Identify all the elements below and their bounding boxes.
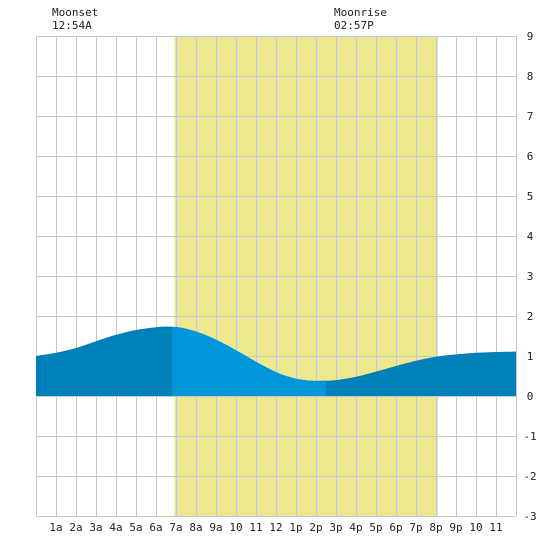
x-tick-label: 10 (469, 521, 482, 534)
moonrise-label: Moonrise (334, 6, 387, 19)
tide-area (36, 326, 516, 396)
y-tick-label: -3 (523, 510, 536, 523)
x-tick-label: 7p (409, 521, 422, 534)
x-tick-label: 11 (489, 521, 502, 534)
x-tick-label: 5a (129, 521, 142, 534)
x-tick-label: 5p (369, 521, 382, 534)
y-tick-label: 2 (527, 310, 534, 323)
x-tick-label: 8p (429, 521, 442, 534)
x-tick-label: 9p (449, 521, 462, 534)
x-tick-label: 6a (149, 521, 162, 534)
x-tick-label: 10 (229, 521, 242, 534)
x-tick-label: 2a (69, 521, 82, 534)
y-tick-label: 0 (527, 390, 534, 403)
y-tick-labels: -3 -2 -1 0 1 2 3 4 5 6 7 8 9 (523, 30, 536, 523)
x-tick-label: 8a (189, 521, 202, 534)
tide-area-highlight (172, 326, 326, 396)
moonrise-time: 02:57P (334, 19, 374, 32)
moonset-time: 12:54A (52, 19, 92, 32)
x-tick-label: 3a (89, 521, 102, 534)
x-tick-label: 7a (169, 521, 182, 534)
y-tick-label: 1 (527, 350, 534, 363)
x-tick-label: 4p (349, 521, 362, 534)
x-tick-label: 1p (289, 521, 302, 534)
y-tick-label: 8 (527, 70, 534, 83)
y-tick-label: 5 (527, 190, 534, 203)
grid-lines (36, 36, 517, 517)
x-tick-label: 2p (309, 521, 322, 534)
x-tick-label: 12 (269, 521, 282, 534)
x-tick-label: 1a (49, 521, 62, 534)
x-tick-label: 6p (389, 521, 402, 534)
y-tick-label: 6 (527, 150, 534, 163)
x-tick-label: 9a (209, 521, 222, 534)
y-tick-label: -1 (523, 430, 536, 443)
x-tick-label: 3p (329, 521, 342, 534)
x-tick-label: 11 (249, 521, 262, 534)
moonset-label: Moonset (52, 6, 98, 19)
y-tick-label: 4 (527, 230, 534, 243)
y-tick-label: 3 (527, 270, 534, 283)
x-tick-labels: 1a 2a 3a 4a 5a 6a 7a 8a 9a 10 11 12 1p 2p 3p 4p 5p 6p 7p 8p… (49, 521, 502, 534)
y-tick-label: 9 (527, 30, 534, 43)
x-tick-label: 4a (109, 521, 122, 534)
y-tick-label: -2 (523, 470, 536, 483)
y-tick-label: 7 (527, 110, 534, 123)
